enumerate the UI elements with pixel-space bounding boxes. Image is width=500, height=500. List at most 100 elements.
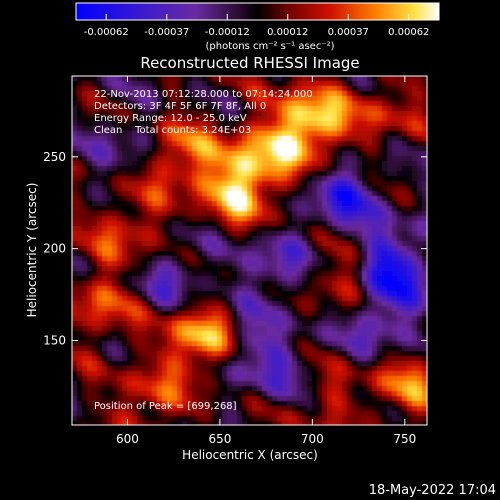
heatmap-cell <box>307 306 313 312</box>
heatmap-cell <box>322 261 328 267</box>
heatmap-cell <box>322 156 328 162</box>
heatmap-cell <box>227 151 233 157</box>
heatmap-cell <box>287 166 293 172</box>
heatmap-cell <box>82 291 88 297</box>
heatmap-cell <box>92 96 98 102</box>
heatmap-cell <box>107 181 113 187</box>
heatmap-cell <box>172 386 178 392</box>
heatmap-cell <box>77 171 83 177</box>
heatmap-cell <box>87 331 93 337</box>
heatmap-cell <box>182 421 188 425</box>
heatmap-cell <box>82 266 88 272</box>
heatmap-cell <box>362 156 368 162</box>
heatmap-cell <box>207 81 213 87</box>
heatmap-cell <box>287 86 293 92</box>
heatmap-cell <box>287 351 293 357</box>
heatmap-cell <box>332 91 338 97</box>
heatmap-cell <box>422 316 427 322</box>
heatmap-cell <box>197 381 203 387</box>
heatmap-cell <box>117 411 123 417</box>
heatmap-cell <box>292 186 298 192</box>
heatmap-cell <box>417 116 423 122</box>
heatmap-cell <box>357 186 363 192</box>
heatmap-cell <box>262 321 268 327</box>
heatmap-cell <box>152 316 158 322</box>
heatmap-cell <box>127 246 133 252</box>
heatmap-cell <box>312 216 318 222</box>
heatmap-cell <box>382 76 388 82</box>
heatmap-cell <box>102 261 108 267</box>
heatmap-cell <box>147 301 153 307</box>
heatmap-cell <box>327 411 333 417</box>
heatmap-cell <box>242 246 248 252</box>
heatmap-cell <box>257 131 263 137</box>
heatmap-cell <box>267 286 273 292</box>
heatmap-cell <box>77 316 83 322</box>
heatmap-cell <box>337 331 343 337</box>
heatmap-cell <box>387 196 393 202</box>
heatmap-cell <box>362 181 368 187</box>
heatmap-cell <box>402 331 408 337</box>
heatmap-cell <box>337 206 343 212</box>
heatmap-cell <box>352 421 358 425</box>
heatmap-cell <box>342 311 348 317</box>
heatmap-cell <box>127 261 133 267</box>
heatmap-cell <box>332 111 338 117</box>
heatmap-cell <box>237 141 243 147</box>
heatmap-cell <box>167 321 173 327</box>
heatmap-cell <box>122 296 128 302</box>
heatmap-cell <box>172 76 178 82</box>
heatmap-cell <box>317 171 323 177</box>
heatmap-cell <box>137 126 143 132</box>
heatmap-cell <box>287 126 293 132</box>
heatmap-cell <box>312 106 318 112</box>
heatmap-cell <box>422 341 427 347</box>
heatmap-cell <box>417 311 423 317</box>
heatmap-cell <box>257 81 263 87</box>
heatmap-cell <box>162 406 168 412</box>
heatmap-cell <box>257 396 263 402</box>
heatmap-cell <box>407 171 413 177</box>
heatmap-cell <box>317 236 323 242</box>
heatmap-cell <box>337 276 343 282</box>
heatmap-cell <box>187 156 193 162</box>
heatmap-cell <box>312 291 318 297</box>
heatmap-cell <box>267 86 273 92</box>
heatmap-cell <box>267 266 273 272</box>
heatmap-cell <box>187 171 193 177</box>
heatmap-cell <box>372 116 378 122</box>
heatmap-cell <box>92 186 98 192</box>
heatmap-cell <box>417 101 423 107</box>
heatmap-cell <box>247 341 253 347</box>
heatmap-cell <box>112 76 118 82</box>
heatmap-cell <box>82 396 88 402</box>
heatmap-cell <box>202 131 208 137</box>
heatmap-cell <box>197 141 203 147</box>
heatmap-cell <box>342 101 348 107</box>
heatmap-cell <box>97 316 103 322</box>
heatmap-cell <box>287 181 293 187</box>
heatmap-cell <box>247 86 253 92</box>
heatmap-cell <box>312 136 318 142</box>
heatmap-cell <box>307 421 313 425</box>
heatmap-cell <box>197 101 203 107</box>
heatmap-cell <box>92 276 98 282</box>
heatmap-cell <box>312 236 318 242</box>
heatmap-cell <box>417 86 423 92</box>
heatmap-cell <box>412 271 418 277</box>
heatmap-cell <box>342 106 348 112</box>
heatmap-cell <box>342 291 348 297</box>
heatmap-cell <box>402 91 408 97</box>
heatmap-cell <box>362 176 368 182</box>
heatmap-cell <box>402 96 408 102</box>
heatmap-cell <box>292 276 298 282</box>
heatmap-cell <box>207 121 213 127</box>
heatmap-cell <box>202 126 208 132</box>
heatmap-cell <box>102 111 108 117</box>
heatmap-cell <box>107 116 113 122</box>
heatmap-cell <box>197 181 203 187</box>
colorbar-tick-label: 0.00062 <box>388 27 429 38</box>
heatmap-cell <box>302 311 308 317</box>
heatmap-cell <box>222 396 228 402</box>
heatmap-cell <box>392 76 398 82</box>
